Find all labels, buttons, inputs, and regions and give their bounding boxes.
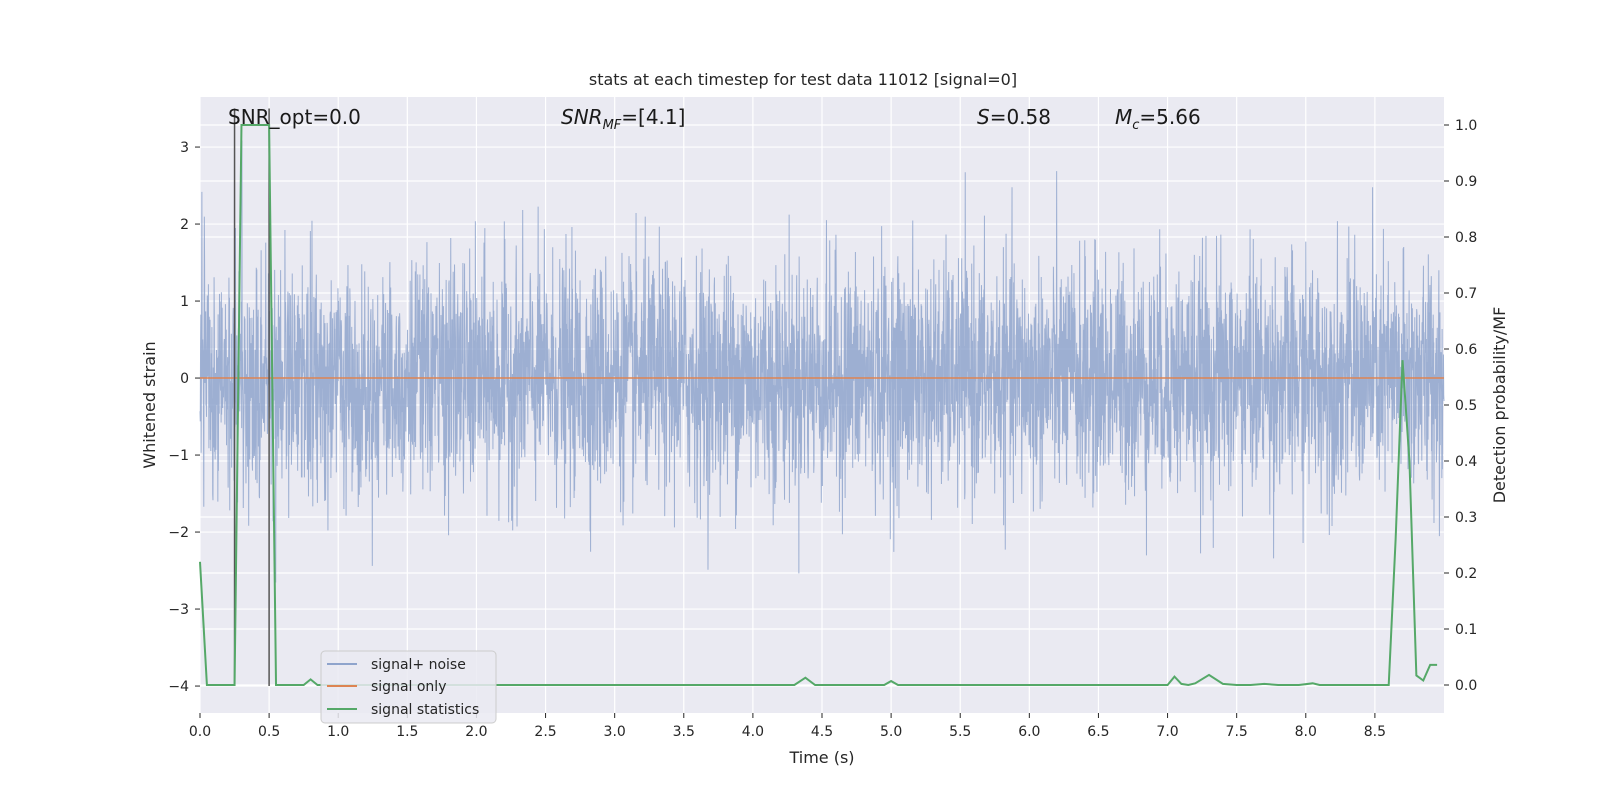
y-left-axis-label: Whitened strain xyxy=(140,341,159,468)
x-tick-label: 7.5 xyxy=(1226,724,1248,740)
y-left-tick-label: 3 xyxy=(180,140,189,156)
y-right-tick-label: 0.2 xyxy=(1455,566,1477,582)
y-right-tick-label: 0.4 xyxy=(1455,454,1477,470)
x-axis-ticks: 0.0 0.5 1.0 1.5 2.0 2.5 3.0 3.5 4.0 4.5 5.0 5.5 6.0 6… xyxy=(189,713,1386,740)
x-tick-label: 2.5 xyxy=(534,724,556,740)
annotation-mc-value: =5.66 xyxy=(1139,105,1200,129)
legend: signal+ noise signal only signal statist… xyxy=(320,650,497,724)
y-right-tick-label: 0.0 xyxy=(1455,678,1477,694)
y-left-tick-label: 2 xyxy=(180,217,189,233)
x-tick-label: 6.5 xyxy=(1087,724,1109,740)
x-tick-label: 4.0 xyxy=(742,724,764,740)
annotation-snr-opt: SNR_opt=0.0 xyxy=(228,105,361,129)
x-tick-label: 0.5 xyxy=(258,724,280,740)
y-left-axis-ticks: 3 2 1 0 −1 −2 −3 −4 xyxy=(168,140,200,695)
legend-label-signal-statistics: signal statistics xyxy=(371,702,479,718)
x-tick-label: 5.0 xyxy=(880,724,902,740)
y-right-tick-label: 0.7 xyxy=(1455,286,1477,302)
x-tick-label: 6.0 xyxy=(1018,724,1040,740)
annotation-snr-mf-value: =[4.1] xyxy=(621,105,685,129)
annotation-mc-sub: c xyxy=(1132,118,1139,133)
x-tick-label: 0.0 xyxy=(189,724,211,740)
x-tick-label: 3.0 xyxy=(604,724,626,740)
legend-box xyxy=(320,650,497,724)
annotation-s-value: =0.58 xyxy=(990,105,1051,129)
annotation-snr-mf: SNRMF=[4.1] xyxy=(561,105,685,133)
x-tick-label: 1.5 xyxy=(396,724,418,740)
y-right-tick-label: 0.1 xyxy=(1455,622,1477,638)
y-left-tick-label: 1 xyxy=(180,294,189,310)
x-tick-label: 8.5 xyxy=(1364,724,1386,740)
y-right-axis-label: Detection probability/MF xyxy=(1490,307,1509,504)
y-right-tick-label: 0.9 xyxy=(1455,174,1477,190)
x-tick-label: 4.5 xyxy=(811,724,833,740)
y-left-tick-label: −3 xyxy=(168,602,189,618)
chart-title: stats at each timestep for test data 110… xyxy=(589,70,1017,89)
series-signal-noise-line xyxy=(199,140,1445,583)
x-tick-label: 8.0 xyxy=(1295,724,1317,740)
x-tick-label: 3.5 xyxy=(673,724,695,740)
y-right-axis-ticks: 1.0 0.9 0.8 0.7 0.6 0.5 0.4 0.3 0.2 0.1 0.0 xyxy=(1444,118,1477,694)
annotation-mc: Mc=5.66 xyxy=(1115,105,1201,133)
x-tick-label: 5.5 xyxy=(949,724,971,740)
y-left-tick-label: 0 xyxy=(180,371,189,387)
annotation-s-var: S xyxy=(977,105,990,129)
x-tick-label: 7.0 xyxy=(1156,724,1178,740)
annotation-snr-mf-base: SNR xyxy=(561,105,603,129)
y-right-tick-label: 0.5 xyxy=(1455,398,1477,414)
y-left-tick-label: −1 xyxy=(168,448,189,464)
series-signal-statistics xyxy=(199,124,1438,687)
x-tick-label: 2.0 xyxy=(465,724,487,740)
x-tick-label: 1.0 xyxy=(327,724,349,740)
legend-label-signal-noise: signal+ noise xyxy=(371,657,466,673)
legend-label-signal-only: signal only xyxy=(371,679,446,695)
y-right-tick-label: 0.8 xyxy=(1455,230,1477,246)
x-axis-label: Time (s) xyxy=(788,748,854,767)
annotation-s: S=0.58 xyxy=(977,105,1051,129)
y-left-tick-label: −4 xyxy=(168,679,189,695)
series-signal-noise xyxy=(199,140,1445,583)
y-left-tick-label: −2 xyxy=(168,525,189,541)
y-right-tick-label: 0.6 xyxy=(1455,342,1477,358)
annotation-mc-base: M xyxy=(1115,105,1132,129)
y-right-tick-label: 0.3 xyxy=(1455,510,1477,526)
y-right-tick-label: 1.0 xyxy=(1455,118,1477,134)
annotation-snr-mf-sub: MF xyxy=(603,118,622,133)
